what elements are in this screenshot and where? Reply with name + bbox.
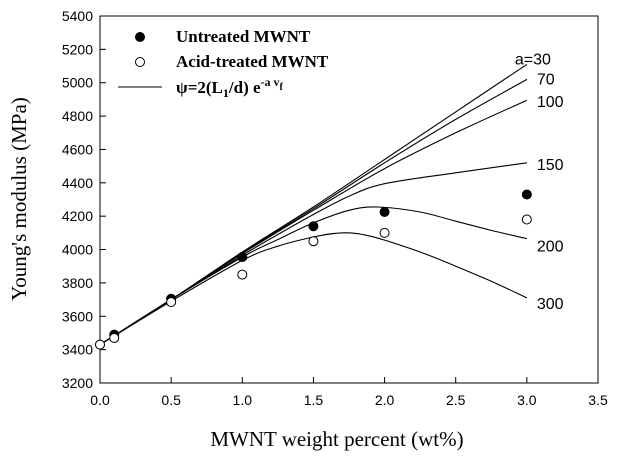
x-tick-label: 3.5 [588,392,608,408]
model-curve [99,162,527,346]
acid-treated-point [109,332,120,343]
plot-border [99,15,599,384]
model-curves [99,63,528,346]
untreated-point [379,207,390,218]
model-curve [99,78,528,346]
y-axis: 3200 3400 3600 3800 4000 4200 4400 4600 4800 5000… [62,8,106,391]
y-tick-label: 5000 [62,75,93,91]
legend-label-model: ψ=2(L1/d) e-a vf [176,75,284,100]
y-tick-label: 3600 [62,308,93,324]
acid-treated-point [379,227,390,238]
y-tick-label: 4200 [62,208,93,224]
curve-label: 70 [537,71,555,88]
y-axis-title: Young's modulus (MPa) [7,97,31,301]
legend: Untreated MWNT Acid-treated MWNT ψ=2(L1/… [118,27,329,100]
acid-treated-point [95,339,105,350]
legend-marker-acid-treated [135,57,145,67]
legend-model-part-2: /d) e [228,78,261,97]
curve-label: 300 [537,296,564,313]
y-tick-label: 4800 [62,108,93,124]
model-curve [99,206,528,346]
x-tick-label: 2.0 [375,392,395,408]
y-tick-label: 3800 [62,275,93,291]
curve-labels: a=30 70 100 150 200 300 [515,51,564,313]
x-axis-title: MWNT weight percent (wt%) [210,427,463,451]
y-tick-label: 3400 [62,342,93,358]
curve-label: a=30 [515,51,551,68]
x-axis: 0.0 0.5 1.0 1.5 2.0 2.5 3.0 3.5 [90,377,608,408]
x-tick-label: 3.0 [517,392,537,408]
legend-model-sub-1: 1 [223,86,229,100]
data-points [95,189,532,350]
model-curve [99,63,528,346]
curve-label: 200 [537,239,564,256]
y-tick-label: 5400 [62,8,93,24]
legend-model-sup: -a v [261,75,280,89]
curve-label: 100 [537,94,564,111]
y-tick-label: 4000 [62,242,93,258]
y-tick-label: 3200 [62,375,93,391]
x-tick-label: 0.0 [90,392,110,408]
acid-treated-point [308,236,319,247]
acid-treated-point [521,214,532,225]
y-tick-label: 4400 [62,175,93,191]
acid-treated-point [166,297,177,308]
x-tick-label: 1.5 [304,392,324,408]
x-tick-label: 2.5 [446,392,466,408]
legend-marker-untreated [135,32,145,42]
acid-treated-point [237,269,248,280]
x-tick-label: 1.0 [233,392,253,408]
y-tick-label: 4600 [62,141,93,157]
curve-label: 150 [537,157,564,174]
untreated-point [308,221,319,232]
legend-label-acid-treated: Acid-treated MWNT [176,52,329,71]
x-tick-label: 0.5 [161,392,181,408]
untreated-point [521,189,532,200]
model-curve [99,232,528,346]
legend-label-untreated: Untreated MWNT [176,27,311,46]
legend-model-sup-sub: f [280,82,284,93]
untreated-point [237,252,248,263]
legend-model-part-1: ψ=2(L [176,78,223,97]
plot-area [99,15,599,384]
y-tick-label: 5200 [62,41,93,57]
